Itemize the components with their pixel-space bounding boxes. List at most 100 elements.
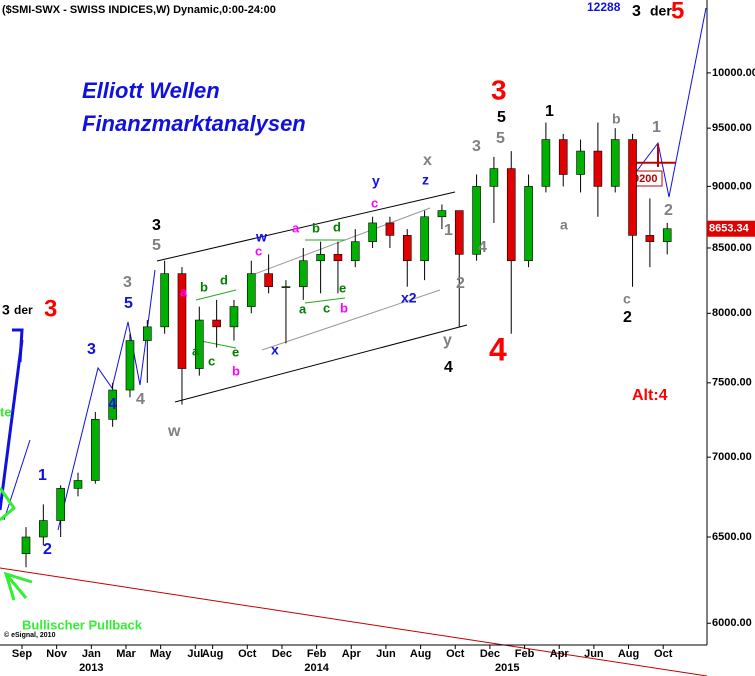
annotation: 3 — [152, 217, 161, 234]
y-tick-label: 8000.00 — [712, 307, 752, 319]
candle-body — [506, 168, 516, 262]
x-tick-label: Apr — [342, 648, 362, 660]
annotation: 1 — [652, 119, 661, 136]
y-tick-label: 7000.00 — [712, 451, 752, 463]
annotation: b — [232, 363, 240, 378]
annotation: x — [271, 342, 279, 358]
candle-body — [610, 139, 620, 187]
x-tick-label: Jul — [187, 648, 203, 660]
y-tick-label: 6000.00 — [712, 617, 752, 629]
candle-body — [125, 340, 135, 391]
annotation: der — [650, 3, 672, 19]
annotation: a — [192, 343, 200, 358]
x-tick-label: Oct — [446, 648, 465, 660]
candle-body — [368, 222, 377, 242]
annotation: 5 — [497, 109, 506, 126]
last-price-box — [707, 220, 755, 237]
candle-body — [645, 235, 655, 242]
annotation: 3 — [2, 302, 10, 318]
annotation: b — [612, 111, 621, 127]
year-label: 2014 — [304, 662, 329, 674]
annotation: 5 — [124, 295, 133, 312]
candle-body — [333, 254, 343, 262]
y-tick-label: 9500.00 — [712, 122, 752, 134]
annotation: w — [167, 423, 181, 440]
x-tick-label: Nov — [46, 648, 68, 660]
x-tick-label: Jun — [584, 648, 604, 660]
candle-body — [143, 326, 152, 341]
annotation: Alt:4 — [632, 387, 668, 404]
candle-body — [472, 186, 481, 255]
annotation: x — [423, 152, 432, 169]
annotation: der — [14, 303, 33, 317]
target-label: 12288 — [587, 0, 621, 14]
x-tick-label: Sep — [12, 648, 32, 660]
x-tick-label: Feb — [515, 648, 535, 660]
x-tick-label: Mar — [116, 648, 136, 660]
candle-body — [454, 210, 464, 255]
annotation: c — [371, 195, 378, 210]
chart-subtitle: Finanzmarktanalysen — [82, 111, 306, 136]
annotation: 3 — [44, 295, 57, 322]
candle-body — [195, 319, 204, 369]
candle-body — [558, 139, 568, 175]
x-tick-label: Oct — [654, 648, 673, 660]
y-tick-label: 7500.00 — [712, 377, 752, 389]
x-tick-label: Aug — [618, 648, 639, 660]
candle-body — [298, 260, 308, 287]
candle-body — [177, 273, 187, 369]
annotation: 3 — [472, 138, 481, 155]
candle-body — [160, 273, 169, 328]
annotation: c — [255, 243, 262, 258]
annotation: 1 — [38, 467, 47, 484]
annotation: b — [312, 220, 320, 235]
x-tick-label: May — [150, 648, 172, 660]
candle-body — [108, 389, 117, 420]
annotation: e — [339, 280, 346, 295]
annotation: 1 — [545, 103, 554, 120]
candle-body — [628, 139, 637, 236]
annotation: w — [255, 229, 267, 245]
candle-body — [437, 210, 447, 218]
x-tick-label: Dec — [480, 648, 500, 660]
candle-body — [350, 241, 360, 262]
annotation: 4 — [478, 239, 487, 256]
annotation: 2 — [456, 275, 465, 292]
x-tick-label: Feb — [307, 648, 327, 660]
annotation: a — [560, 217, 568, 233]
annotation: y — [372, 173, 380, 189]
annotation: d — [220, 272, 228, 287]
candle-body — [56, 488, 65, 521]
candle-body — [385, 222, 395, 236]
annotation: 1 — [444, 222, 453, 239]
x-tick-label: Jun — [376, 648, 396, 660]
annotation: c — [208, 353, 215, 368]
x-tick-label: Dec — [272, 648, 292, 660]
wave-lines — [0, 0, 708, 676]
y-tick-label: 8500.00 — [712, 242, 752, 254]
year-label: 2015 — [495, 662, 519, 674]
annotation: z — [422, 172, 429, 188]
candle-body — [524, 186, 533, 262]
annotation: 2 — [43, 541, 52, 558]
x-tick-label: Oct — [238, 648, 257, 660]
annotation: 5 — [496, 130, 505, 147]
candle-body — [316, 254, 325, 262]
candle-body — [402, 235, 412, 262]
annotation: 3 — [491, 74, 507, 105]
annotation: 5 — [152, 237, 161, 254]
annotation: a — [180, 284, 188, 299]
candle-body — [593, 150, 603, 187]
candle-body — [281, 286, 291, 288]
year-label: 2013 — [79, 662, 103, 674]
annotation: y — [443, 332, 452, 349]
candle-body — [246, 273, 256, 307]
x-tick-label: Jan — [82, 648, 101, 660]
annotation: x2 — [401, 290, 417, 306]
candle-body — [420, 216, 429, 262]
y-tick-label: 9000.00 — [712, 180, 752, 192]
chart-title: Elliott Wellen — [82, 78, 220, 103]
annotation: 3 — [632, 3, 641, 20]
